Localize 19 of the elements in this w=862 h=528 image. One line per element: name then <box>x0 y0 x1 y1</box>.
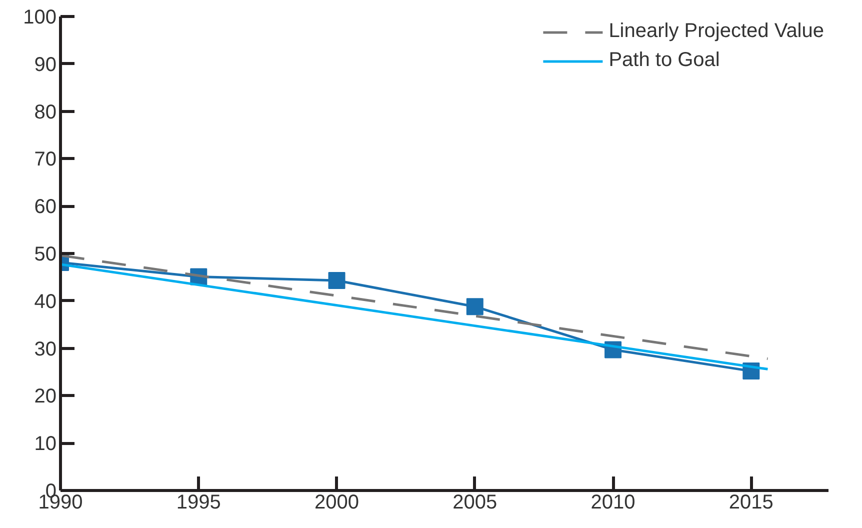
y-tick-label: 10 <box>34 433 57 456</box>
legend-label: Linearly Projected Value <box>608 20 824 43</box>
y-tick-label: 30 <box>34 338 57 360</box>
point <box>466 298 484 316</box>
y-tick-label: 70 <box>34 148 57 171</box>
y-tick-label: 80 <box>34 101 57 124</box>
y-tick-label: 90 <box>34 54 57 76</box>
x-tick-label: 2010 <box>590 492 636 514</box>
y-tick-label: 40 <box>34 290 57 313</box>
point <box>328 272 346 290</box>
legend-label: Path to Goal <box>608 49 720 72</box>
y-tick-label: 20 <box>34 386 57 408</box>
y-tick-label: 100 <box>23 6 57 28</box>
x-tick-label: 1995 <box>176 492 221 514</box>
x-tick-label: 2015 <box>728 492 774 514</box>
x-tick-label: 2005 <box>452 492 498 514</box>
x-tick-label: 2000 <box>314 492 360 514</box>
y-tick-label: 50 <box>34 244 57 266</box>
y-tick-label: 60 <box>34 196 57 218</box>
